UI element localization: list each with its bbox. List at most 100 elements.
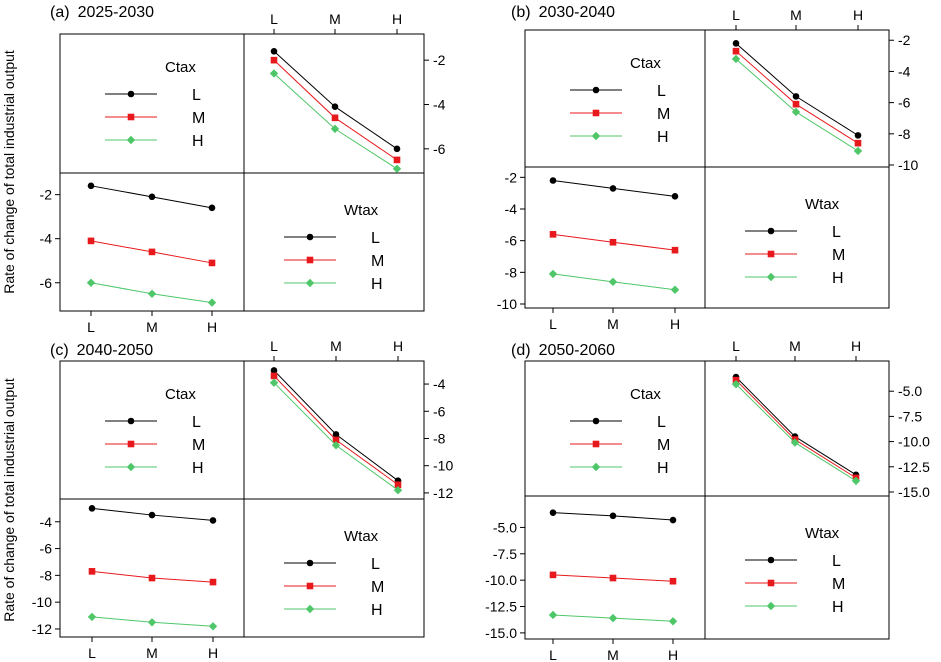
legend-swatch-marker-wtax bbox=[767, 579, 775, 587]
data-point-top-L bbox=[270, 367, 278, 374]
legend-swatch-marker-ctax bbox=[127, 417, 135, 425]
y-tick-label-left: -8 bbox=[40, 567, 53, 583]
legend-swatch-marker-ctax bbox=[591, 131, 601, 141]
data-point-top-H bbox=[731, 379, 741, 389]
legend-swatch-marker-wtax bbox=[305, 278, 315, 288]
data-point-bottom-L bbox=[609, 512, 617, 520]
data-point-bottom-L bbox=[209, 517, 217, 524]
data-point-bottom-L bbox=[549, 177, 557, 184]
legend-swatch-marker-wtax bbox=[766, 601, 776, 611]
data-point-bottom-L bbox=[671, 193, 679, 200]
legend-title-wtax: Wtax bbox=[344, 202, 379, 219]
panel-0: (a) 2025-2030-2-4-6L M H-2-4-6L M HCtaxLMHWta… bbox=[40, 4, 446, 335]
x-tick-label-bottom: L bbox=[549, 647, 557, 662]
panel-period: 2025-2030 bbox=[78, 4, 155, 21]
y-tick-label-right: -10.0 bbox=[898, 434, 930, 450]
y-tick-label-right: -2 bbox=[433, 52, 446, 68]
y-tick-label-left: -8 bbox=[505, 264, 518, 280]
y-tick-label-right: -4 bbox=[433, 376, 446, 392]
legend-swatch-marker-wtax bbox=[767, 250, 775, 258]
y-tick-label-left: -12 bbox=[32, 621, 52, 637]
legend-title-ctax: Ctax bbox=[630, 386, 661, 403]
data-point-bottom-H bbox=[548, 610, 558, 620]
data-point-bottom-L bbox=[148, 511, 156, 519]
y-tick-label-right: -12 bbox=[433, 485, 453, 501]
legend-entry-ctax: H bbox=[192, 133, 204, 150]
legend-swatch-marker-ctax bbox=[127, 113, 135, 121]
panel-title: (a) 2025-2030 bbox=[50, 4, 154, 21]
y-tick-label-left: -4 bbox=[40, 514, 53, 530]
data-point-bottom-H bbox=[147, 289, 157, 298]
y-tick-label-left: -10 bbox=[497, 296, 517, 312]
data-point-bottom-H bbox=[668, 617, 678, 626]
data-point-bottom-H bbox=[608, 277, 618, 287]
y-tick-label-right: -6 bbox=[898, 95, 911, 111]
data-point-bottom-H bbox=[608, 613, 618, 623]
legend-title-wtax: Wtax bbox=[805, 196, 840, 213]
legend-entry-wtax: M bbox=[371, 579, 384, 596]
legend-title-ctax: Ctax bbox=[630, 55, 661, 72]
y-tick-label-left: -6 bbox=[40, 541, 53, 557]
panel-label: (c) bbox=[50, 342, 69, 359]
x-tick-label-top: M bbox=[330, 338, 342, 354]
y-tick-label-left: -2 bbox=[40, 187, 53, 203]
panel-period: 2040-2050 bbox=[77, 342, 154, 359]
y-axis-label-top: Rate of change of total industrial outpu… bbox=[1, 50, 17, 294]
legend-swatch-marker-wtax bbox=[767, 227, 775, 235]
x-tick-label-bottom: H bbox=[207, 319, 217, 335]
y-tick-label-left: -10 bbox=[32, 594, 52, 610]
x-tick-label-top: L bbox=[270, 338, 278, 354]
x-tick-label-bottom: L bbox=[87, 319, 95, 335]
legend-entry-ctax: M bbox=[657, 437, 670, 454]
data-point-top-M bbox=[270, 56, 278, 64]
data-point-bottom-M bbox=[88, 568, 96, 575]
x-tick-label-bottom: M bbox=[146, 645, 158, 661]
panel-period: 2050-2060 bbox=[539, 342, 616, 359]
data-point-bottom-H bbox=[86, 278, 96, 287]
legend-swatch-marker-wtax bbox=[306, 256, 314, 264]
data-point-bottom-H bbox=[207, 298, 217, 307]
x-tick-label-top: L bbox=[732, 338, 740, 354]
legend-title-wtax: Wtax bbox=[805, 525, 840, 542]
data-point-top-L bbox=[393, 145, 401, 153]
panel-title: (c) 2040-2050 bbox=[50, 342, 153, 359]
x-tick-label-top: H bbox=[393, 338, 403, 354]
data-point-bottom-M bbox=[609, 238, 617, 246]
y-tick-label-left: -4 bbox=[40, 231, 53, 247]
legend-swatch-marker-ctax bbox=[592, 86, 600, 94]
x-tick-label-top: M bbox=[790, 7, 802, 23]
y-tick-label-right: -4 bbox=[433, 97, 446, 113]
legend-entry-wtax: L bbox=[832, 224, 841, 241]
data-point-bottom-H bbox=[548, 269, 558, 279]
series-line-top-M bbox=[273, 59, 398, 161]
y-tick-label-left: -12.5 bbox=[485, 599, 517, 615]
legend-entry-ctax: M bbox=[657, 106, 670, 123]
x-tick-label-top: L bbox=[270, 11, 278, 27]
y-tick-label-right: -6 bbox=[433, 403, 446, 419]
data-point-bottom-L bbox=[609, 185, 617, 192]
data-point-bottom-M bbox=[208, 259, 216, 267]
panel-label: (b) bbox=[511, 4, 531, 21]
y-tick-label-right: -6 bbox=[433, 141, 446, 157]
legend-entry-ctax: L bbox=[192, 414, 201, 431]
data-point-bottom-M bbox=[148, 248, 156, 256]
legend-entry-ctax: M bbox=[192, 437, 205, 454]
data-point-bottom-H bbox=[147, 618, 157, 627]
legend-swatch-marker-wtax bbox=[306, 582, 314, 590]
y-tick-label-right: -7.5 bbox=[898, 408, 922, 424]
data-point-top-L bbox=[732, 40, 740, 47]
panels-layer: (a) 2025-2030-2-4-6L M H-2-4-6L M HCtaxLMHWta… bbox=[32, 4, 930, 662]
data-point-bottom-L bbox=[549, 509, 557, 516]
y-tick-label-right: -10 bbox=[433, 458, 453, 474]
data-point-bottom-M bbox=[87, 237, 95, 245]
legend-swatch-marker-ctax bbox=[127, 440, 135, 448]
data-point-top-M bbox=[332, 436, 340, 444]
y-tick-label-left: -6 bbox=[40, 275, 53, 291]
legend-entry-wtax: M bbox=[371, 253, 384, 270]
data-point-top-H bbox=[731, 54, 741, 64]
data-point-top-M bbox=[270, 372, 278, 380]
data-point-top-M bbox=[393, 156, 401, 164]
legend-swatch-marker-wtax bbox=[767, 556, 775, 564]
legend-entry-wtax: H bbox=[371, 276, 383, 293]
panel-title: (d) 2050-2060 bbox=[511, 342, 615, 359]
